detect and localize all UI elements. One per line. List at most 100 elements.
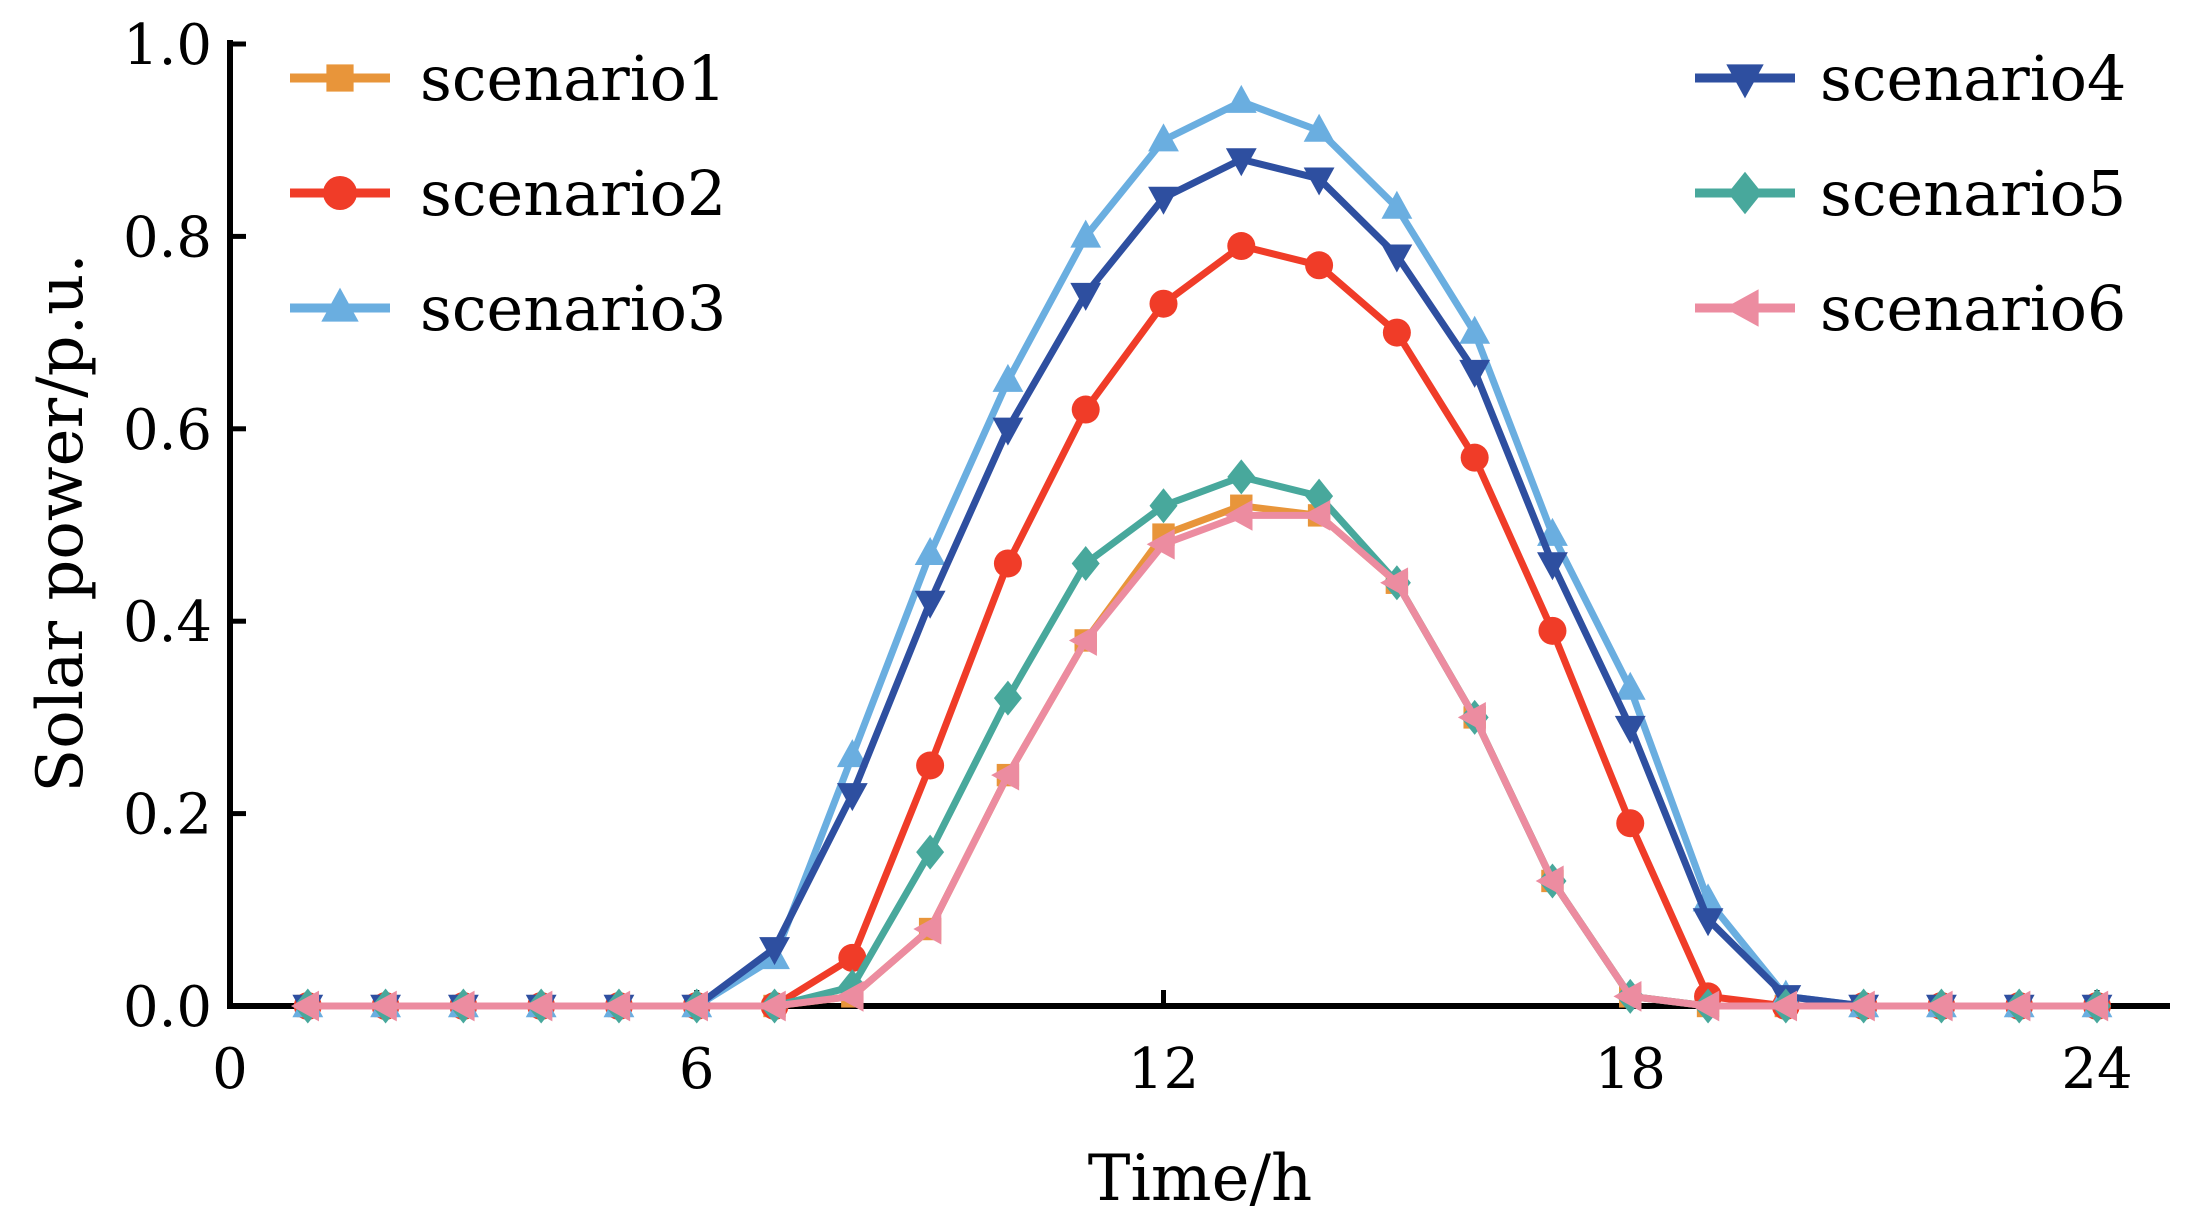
data-point — [914, 537, 946, 566]
data-point — [1068, 625, 1097, 656]
data-point — [1616, 809, 1645, 838]
data-point — [1305, 251, 1334, 280]
x-axis-title: Time/h — [1088, 1142, 1313, 1216]
x-tick-label: 12 — [1128, 1037, 1199, 1102]
data-point — [1070, 282, 1102, 311]
data-point — [991, 759, 1020, 791]
legend-item: scenario1 — [290, 42, 726, 115]
data-point — [1225, 148, 1257, 177]
y-tick-label: 1.0 — [123, 13, 212, 78]
data-point — [524, 990, 553, 1022]
data-point — [1381, 190, 1413, 219]
data-point — [1148, 123, 1179, 152]
data-point — [836, 739, 868, 768]
data-point — [838, 943, 867, 972]
series-scenario5 — [293, 459, 2111, 1024]
series-scenario1 — [296, 494, 2109, 1018]
data-point — [757, 990, 786, 1022]
data-point — [2002, 990, 2031, 1022]
data-point — [993, 549, 1022, 578]
data-point — [1225, 84, 1257, 113]
y-tick-label: 0.8 — [123, 205, 212, 270]
data-point — [1070, 219, 1102, 248]
data-point — [992, 417, 1024, 446]
legend-label: scenario5 — [1820, 157, 2126, 230]
y-ticks: 0.0 0.2 0.4 0.6 0.8 1.0 — [123, 13, 246, 1040]
legend-label: scenario2 — [420, 157, 726, 230]
series-line — [307, 242, 2097, 1010]
data-point — [1459, 315, 1491, 344]
data-point — [1227, 459, 1256, 495]
data-point — [1614, 715, 1646, 744]
data-point — [1459, 359, 1491, 388]
legend-marker — [1724, 289, 1759, 327]
data-point — [835, 980, 864, 1012]
y-tick-label: 0.2 — [123, 783, 212, 848]
data-point — [1614, 671, 1646, 700]
data-point — [1303, 113, 1335, 142]
legend-marker — [1726, 64, 1764, 99]
data-point — [1382, 318, 1411, 347]
legend-label: scenario3 — [420, 272, 726, 345]
data-point — [446, 990, 475, 1022]
data-point — [1146, 528, 1175, 560]
legend-item: scenario2 — [290, 157, 726, 230]
data-point — [913, 913, 942, 945]
data-point — [1613, 980, 1642, 1012]
series-line — [307, 511, 2097, 1010]
data-point — [1380, 567, 1409, 599]
legend-marker — [326, 64, 354, 92]
series-scenario2 — [293, 232, 2111, 1020]
data-point — [836, 783, 868, 812]
data-point — [1460, 443, 1489, 472]
data-point — [916, 751, 945, 780]
data-point — [1149, 488, 1178, 524]
data-point — [1538, 616, 1567, 645]
series-line — [307, 502, 2097, 1010]
data-point — [2080, 990, 2109, 1022]
data-point — [759, 937, 790, 966]
legend-marker — [323, 176, 357, 210]
x-tick-label: 24 — [2061, 1037, 2132, 1102]
x-tick-label: 18 — [1595, 1037, 1666, 1102]
legend-item: scenario4 — [1695, 42, 2126, 115]
data-point — [1537, 552, 1568, 581]
data-point — [1302, 499, 1331, 531]
data-point — [679, 990, 708, 1022]
x-tick-label: 6 — [679, 1037, 715, 1102]
data-point — [368, 990, 397, 1022]
data-point — [1457, 702, 1486, 733]
legend-label: scenario4 — [1820, 42, 2126, 115]
data-point — [1535, 865, 1564, 897]
data-point — [993, 680, 1022, 716]
data-point — [1924, 990, 1953, 1022]
y-tick-label: 0.0 — [123, 975, 212, 1040]
data-point — [1227, 232, 1256, 261]
data-point — [914, 590, 946, 619]
data-point — [1224, 499, 1253, 531]
y-tick-label: 0.4 — [123, 590, 212, 655]
data-point — [1303, 167, 1335, 196]
data-point — [290, 990, 319, 1022]
data-point — [1148, 186, 1179, 215]
data-point — [1381, 244, 1413, 273]
series-line — [307, 473, 2097, 1010]
legend-label: scenario1 — [420, 42, 726, 115]
legend-item: scenario6 — [1695, 272, 2126, 345]
data-point — [1071, 545, 1100, 581]
legend-marker — [1728, 171, 1762, 215]
x-tick-label: 0 — [212, 1037, 248, 1102]
legend: scenario1 scenario2 scenario3 scenario4 scen… — [290, 42, 2126, 345]
y-tick-label: 0.6 — [123, 398, 212, 463]
data-point — [992, 363, 1024, 392]
legend-item: scenario3 — [290, 272, 726, 345]
data-point — [1692, 908, 1724, 937]
data-point — [1071, 395, 1100, 424]
data-point — [1691, 990, 1720, 1022]
data-point — [602, 990, 631, 1022]
y-axis-title: Solar power/p.u. — [24, 253, 98, 792]
legend-marker — [321, 287, 359, 322]
series-scenario6 — [290, 499, 2109, 1022]
series-line — [307, 98, 2097, 1010]
